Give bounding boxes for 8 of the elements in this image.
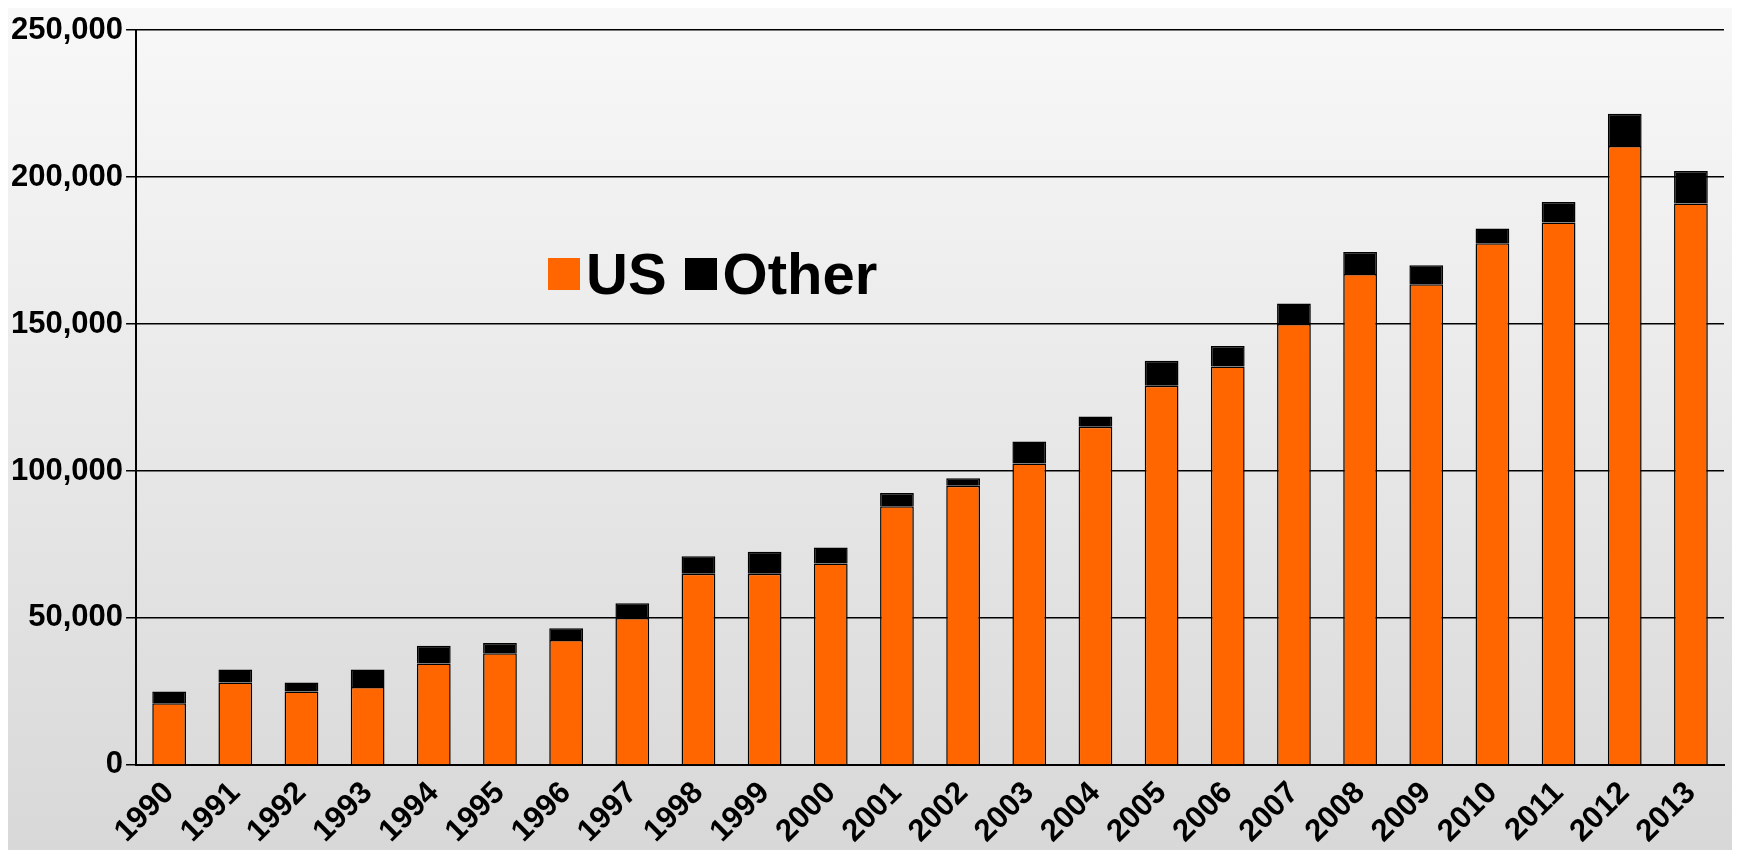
y-tick-label: 100,000 [10,451,124,487]
y-tick-label: 50,000 [28,598,124,634]
y-tick-label: 250,000 [10,10,124,46]
legend-label: Other [722,240,878,307]
y-tick-label: 0 [105,745,124,781]
y-tick-label: 200,000 [10,157,124,193]
legend-label: US [586,240,667,307]
y-tick-label: 150,000 [10,304,124,340]
